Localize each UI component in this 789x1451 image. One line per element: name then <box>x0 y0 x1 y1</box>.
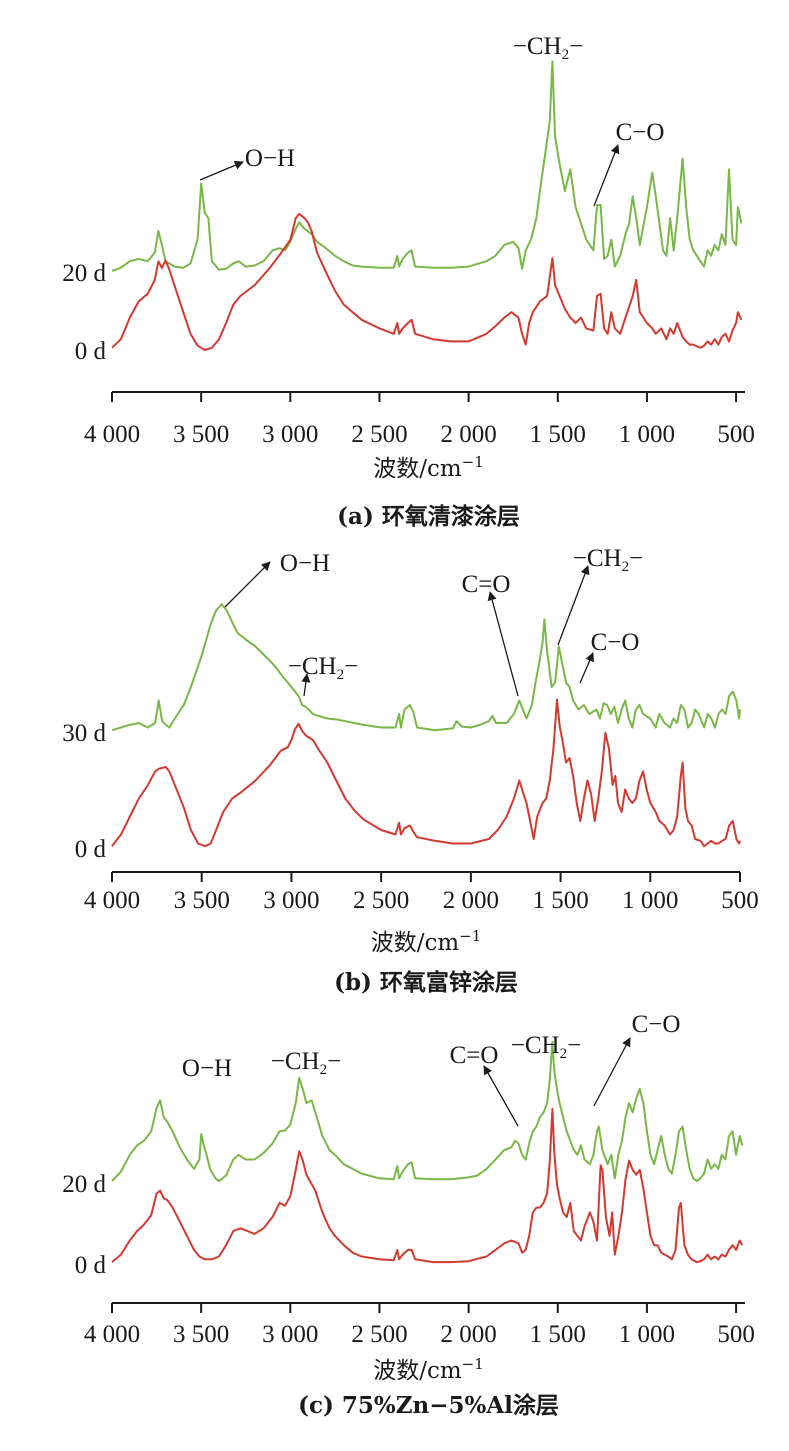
annotation-label: C=O <box>450 1042 499 1069</box>
annotation-arrow <box>224 561 271 608</box>
series-label: 20 d <box>62 1171 106 1198</box>
panel-c: 4 000 3 500 3 000 2 500 2 000 1 500 1 000 500 波数… <box>62 1011 755 1419</box>
x-tick-label: 500 <box>721 887 759 914</box>
annotation-arrow <box>593 1037 631 1107</box>
x-tick-label: 2 000 <box>440 1321 496 1348</box>
x-tick-label: 2 500 <box>351 421 407 448</box>
x-tick-label: 3 000 <box>262 421 318 448</box>
annotation-arrow <box>487 591 519 697</box>
series-label: 0 d <box>75 1252 107 1279</box>
annotation-label: −CH2− <box>573 545 643 576</box>
annotation-arrow <box>301 673 311 697</box>
series-label: 0 d <box>75 338 107 365</box>
annotation-label: C−O <box>632 1011 681 1038</box>
annotation-arrow <box>579 652 594 684</box>
x-axis-label: 波数/cm−1 <box>373 453 484 482</box>
series-label: 20 d <box>62 260 106 287</box>
x-tick-label: 500 <box>717 1321 755 1348</box>
x-axis-label: 波数/cm−1 <box>371 927 482 956</box>
x-tick-label: 4 000 <box>84 421 140 448</box>
x-tick-label: 2 500 <box>353 887 409 914</box>
x-tick-label: 3 500 <box>173 1321 229 1348</box>
x-tick-label: 1 000 <box>619 421 675 448</box>
series-line-lower <box>111 698 741 848</box>
annotation-label: O−H <box>245 145 295 172</box>
annotation-label: −CH2− <box>271 1048 341 1079</box>
panel-caption: (a) 环氧清漆涂层 <box>337 503 520 530</box>
panel-a: 4 000 3 500 3 000 2 500 2 000 1 500 1 000 500 波数… <box>62 33 755 530</box>
annotation-label: C=O <box>462 571 511 598</box>
panel-caption: (b) 环氧富锌涂层 <box>334 969 518 996</box>
series-line-lower <box>111 1107 744 1264</box>
annotation-arrow <box>483 1065 519 1127</box>
x-tick-label: 4 000 <box>84 1321 140 1348</box>
annotation-label: O−H <box>182 1055 232 1082</box>
x-tick-label: 3 000 <box>263 887 319 914</box>
x-tick-label: 1 500 <box>530 421 586 448</box>
annotation-label: −CH2− <box>288 653 358 684</box>
annotation-label: −CH2− <box>513 33 583 64</box>
annotation-arrow <box>593 144 620 207</box>
series-label: 0 d <box>75 836 107 863</box>
panel-caption: (c) 75%Zn−5%Al涂层 <box>298 1392 559 1419</box>
x-tick-label: 2 000 <box>440 421 496 448</box>
x-tick-label: 1 000 <box>622 887 678 914</box>
annotation-label: O−H <box>280 550 330 577</box>
series-line-upper <box>111 1041 744 1183</box>
x-tick-label: 500 <box>717 421 755 448</box>
x-tick-label: 2 500 <box>351 1321 407 1348</box>
x-tick-label: 3 500 <box>173 421 229 448</box>
x-axis-label: 波数/cm−1 <box>373 1355 484 1384</box>
x-tick-label: 1 500 <box>532 887 588 914</box>
x-tick-label: 3 000 <box>262 1321 318 1348</box>
series-line-upper <box>111 60 743 272</box>
x-tick-label: 1 000 <box>619 1321 675 1348</box>
annotation-label: −CH2− <box>511 1032 581 1063</box>
series-line-upper <box>111 603 741 732</box>
annotation-label: C−O <box>616 119 665 146</box>
x-tick-label: 4 000 <box>84 887 140 914</box>
series-line-lower <box>111 212 743 351</box>
annotation-label: C−O <box>591 629 640 656</box>
annotation-arrow <box>557 565 590 646</box>
x-tick-label: 2 000 <box>443 887 499 914</box>
series-label: 30 d <box>62 720 106 747</box>
panel-b: 4 000 3 500 3 000 2 500 2 000 1 500 1 000 500 波数… <box>62 545 759 996</box>
x-tick-label: 3 500 <box>174 887 230 914</box>
x-tick-label: 1 500 <box>530 1321 586 1348</box>
annotation-arrow <box>199 160 244 181</box>
